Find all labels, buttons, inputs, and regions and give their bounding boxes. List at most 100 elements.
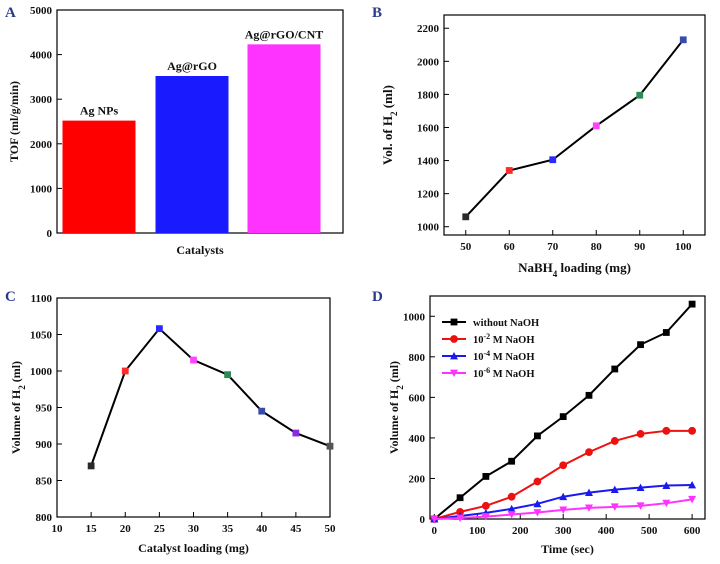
panel-c-data-point bbox=[190, 356, 197, 364]
panel-d-data-point bbox=[533, 509, 542, 517]
panel-d-x-tick-label: 600 bbox=[684, 525, 701, 537]
panel-d-x-tick-label: 200 bbox=[512, 525, 529, 537]
panel-d-legend-label: 10-2 M NaOH bbox=[473, 332, 535, 347]
panel-c-y-tick-label: 1100 bbox=[31, 293, 53, 305]
panel-c-data-point bbox=[258, 407, 266, 415]
panel-b-series-line bbox=[465, 39, 685, 218]
panel-b-y-tick-label: 1000 bbox=[417, 222, 440, 234]
panel-d-legend-label: without NaOH bbox=[473, 318, 539, 329]
panel-c-x-tick-label: 40 bbox=[256, 523, 268, 535]
panel-c-plot-frame bbox=[56, 297, 331, 518]
panel-c-data-point bbox=[121, 367, 129, 375]
panel-c-y-tick-label: 950 bbox=[36, 403, 53, 415]
panel-a-x-axis-title: Catalysts bbox=[176, 243, 224, 257]
panel-d-data-point bbox=[507, 492, 516, 501]
panel-a-bar-label: Ag@rGO bbox=[167, 59, 217, 73]
panel-c-series-line bbox=[90, 327, 331, 467]
panel-d-legend-label: 10-4 M NaOH bbox=[473, 349, 535, 364]
panel-a-y-tick-label: 4000 bbox=[30, 50, 53, 62]
panel-d-data-point bbox=[559, 461, 568, 470]
panel-d-data-point bbox=[559, 506, 568, 514]
panel-d-data-point bbox=[688, 300, 696, 308]
panel-a-bar bbox=[62, 120, 136, 233]
panel-d-data-point bbox=[662, 426, 671, 435]
panel-a-bar-label: Ag@rGO/CNT bbox=[245, 27, 324, 41]
panel-d-y-tick-label: 400 bbox=[409, 433, 426, 445]
panel-d-data-point bbox=[559, 492, 568, 501]
panel-d-plot-frame bbox=[429, 295, 706, 520]
panel-d-data-point bbox=[610, 437, 619, 445]
panel-d-legend-marker bbox=[450, 335, 458, 343]
panel-d-data-point bbox=[533, 477, 542, 486]
panel-d-data-point bbox=[456, 514, 465, 522]
panel-a-bar bbox=[155, 76, 229, 234]
panel-d-data-point bbox=[688, 495, 697, 504]
panel-b-data-point bbox=[636, 91, 644, 99]
panel-a-y-tick-label: 5000 bbox=[30, 5, 53, 17]
panel-d-data-point bbox=[584, 504, 593, 512]
panel-d-x-tick-label: 500 bbox=[641, 525, 658, 537]
panel-b-data-point bbox=[679, 36, 687, 44]
panel-d-data-point bbox=[482, 473, 490, 480]
panel-d-legend-marker bbox=[450, 369, 458, 377]
panel-d-data-point bbox=[584, 488, 593, 497]
panel-a-y-tick-label: 2000 bbox=[30, 139, 53, 151]
panel-b-data-point bbox=[549, 156, 557, 164]
panel-d-y-tick-label: 0 bbox=[420, 514, 426, 526]
panel-d-data-point bbox=[533, 499, 542, 508]
panel-b-data-point bbox=[592, 122, 600, 130]
panel-b-data-point bbox=[462, 213, 470, 221]
panel-b-y-tick-label: 2000 bbox=[417, 56, 440, 68]
panel-d-x-tick-label: 400 bbox=[598, 525, 615, 537]
panel-b-x-tick-label: 50 bbox=[460, 241, 472, 253]
panel-c-x-tick-label: 35 bbox=[222, 523, 234, 535]
panel-d-data-point bbox=[688, 426, 697, 435]
panel-d-data-point bbox=[688, 480, 697, 489]
panel-b-plot-frame bbox=[443, 14, 706, 236]
panel-d-data-point bbox=[559, 413, 567, 421]
panel-c-x-tick-label: 15 bbox=[86, 523, 98, 535]
panel-c-x-tick-label: 30 bbox=[188, 523, 200, 535]
panel-d-y-tick-label: 200 bbox=[409, 473, 426, 485]
panel-a-bar bbox=[247, 44, 321, 234]
panel-d-series-line bbox=[434, 483, 693, 520]
panel-b-data-point bbox=[505, 167, 513, 174]
panel-d-data-point bbox=[636, 483, 645, 491]
panel-c-x-tick-label: 10 bbox=[52, 523, 64, 535]
panel-a-y-tick-label: 0 bbox=[47, 228, 53, 240]
panel-b-x-tick-label: 100 bbox=[675, 241, 692, 253]
panel-c-y-tick-label: 1000 bbox=[30, 366, 53, 378]
panel-b-x-axis-title: NaBH4 loading (mg) bbox=[518, 260, 631, 279]
panel-c-data-point bbox=[87, 462, 95, 470]
panel-c-x-tick-label: 25 bbox=[154, 523, 166, 535]
panel-a-y-axis-title: TOF (ml/g/min) bbox=[7, 81, 21, 162]
panel-c-data-point bbox=[326, 442, 334, 450]
panel-d-data-point bbox=[456, 494, 464, 502]
panel-d-data-point bbox=[637, 341, 644, 349]
panel-d-x-tick-label: 0 bbox=[432, 525, 438, 537]
panel-b-x-tick-label: 60 bbox=[504, 241, 516, 253]
panel-d-legend-label: 10-6 M NaOH bbox=[473, 366, 535, 381]
panel-d-data-point bbox=[585, 391, 593, 399]
panel-a-y-tick-label: 3000 bbox=[30, 94, 53, 106]
panel-d-data-point bbox=[534, 432, 541, 440]
panel-b-y-tick-label: 1600 bbox=[417, 122, 440, 134]
panel-d-data-point bbox=[611, 365, 619, 373]
panel-c-y-tick-label: 1050 bbox=[30, 330, 53, 342]
panel-d-x-tick-label: 300 bbox=[555, 525, 572, 537]
panel-c-y-axis-title: Volume of H2 (ml) bbox=[9, 361, 27, 454]
panel-c-x-axis-title: Catalyst loading (mg) bbox=[138, 541, 249, 555]
panel-d-legend-marker bbox=[450, 352, 458, 360]
panel-d-legend-marker bbox=[450, 318, 458, 326]
panel-label-a: A bbox=[5, 5, 16, 21]
panel-d-data-point bbox=[508, 457, 516, 465]
panel-d-series-line bbox=[434, 429, 693, 520]
panel-d-data-point bbox=[507, 504, 516, 513]
panel-c-y-tick-label: 850 bbox=[36, 476, 53, 488]
panel-d-data-point bbox=[610, 503, 619, 511]
panel-b-y-tick-label: 1800 bbox=[417, 89, 440, 101]
panel-d-y-tick-label: 600 bbox=[409, 392, 426, 404]
panel-d-y-tick-label: 1000 bbox=[403, 311, 426, 323]
panel-c-y-tick-label: 900 bbox=[36, 439, 53, 451]
